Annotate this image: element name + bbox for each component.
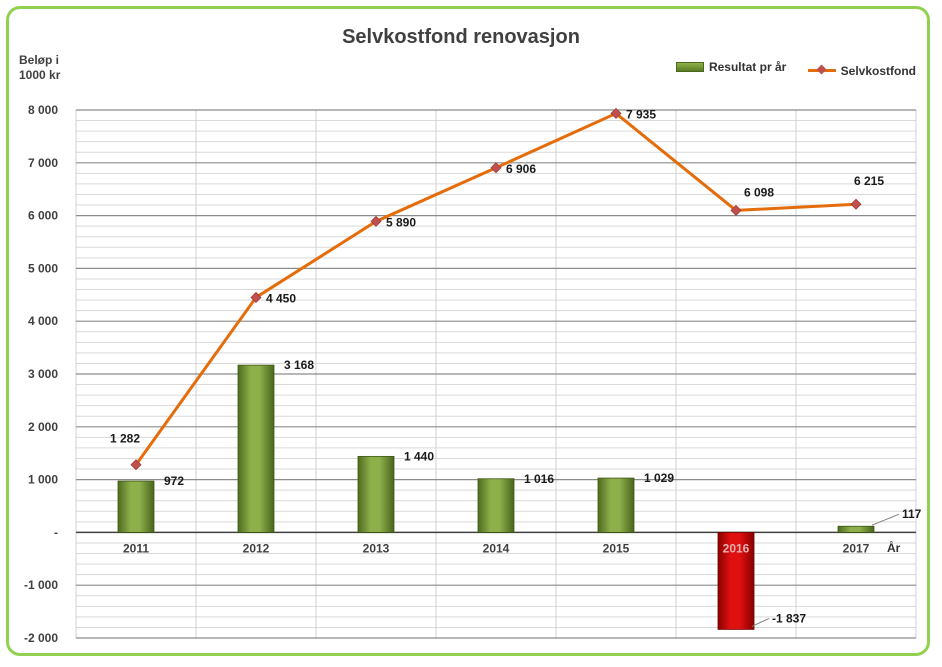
legend: Resultat pr år Selvkostfond bbox=[658, 60, 916, 78]
legend-bar-swatch bbox=[675, 62, 704, 72]
x-tick-label: 2014 bbox=[483, 541, 510, 555]
x-tick-label: 2013 bbox=[363, 541, 390, 555]
bar bbox=[717, 532, 755, 630]
legend-item-line: Selvkostfond bbox=[807, 63, 916, 78]
bar-data-label: 972 bbox=[164, 474, 184, 488]
line-point bbox=[490, 162, 502, 174]
y-tick-label: 6 000 bbox=[28, 209, 58, 223]
y-tick-label: - bbox=[54, 525, 58, 539]
line-data-label: 1 282 bbox=[110, 432, 140, 446]
x-axis-label: År bbox=[887, 541, 901, 555]
bar-data-label: 3 168 bbox=[284, 358, 314, 372]
line-point bbox=[250, 291, 262, 303]
y-tick-label: 2 000 bbox=[28, 420, 58, 434]
label-leader-line bbox=[871, 513, 900, 526]
y-tick-label: 8 000 bbox=[28, 103, 58, 117]
y-axis-label: Beløp i 1000 kr bbox=[19, 53, 61, 82]
bar-data-label: -1 837 bbox=[772, 611, 806, 625]
y-tick-label: 3 000 bbox=[28, 367, 58, 381]
x-tick-label: 2011 bbox=[123, 541, 149, 555]
bar-data-label: 1 016 bbox=[524, 472, 554, 486]
line-data-label: 4 450 bbox=[266, 291, 296, 305]
x-tick-label: 2012 bbox=[243, 541, 270, 555]
bar-data-label: 1 029 bbox=[644, 471, 674, 485]
bar bbox=[237, 364, 275, 533]
bar-data-label: 117 bbox=[902, 507, 922, 521]
y-tick-label: 4 000 bbox=[28, 314, 58, 328]
bar-data-label: 1 440 bbox=[404, 449, 434, 463]
line-point bbox=[850, 198, 862, 210]
line-point bbox=[130, 459, 142, 471]
line-point bbox=[610, 107, 622, 119]
bar bbox=[597, 477, 635, 533]
legend-item-bar: Resultat pr år bbox=[675, 60, 787, 74]
line-data-label: 6 098 bbox=[744, 185, 774, 199]
line-data-label: 7 935 bbox=[626, 107, 656, 121]
line-data-label: 6 215 bbox=[854, 174, 884, 188]
legend-line-label: Selvkostfond bbox=[840, 63, 916, 78]
x-tick-label: 2015 bbox=[603, 541, 630, 555]
line-data-label: 5 890 bbox=[386, 215, 416, 229]
chart-frame bbox=[6, 6, 930, 656]
legend-line-swatch bbox=[807, 64, 836, 75]
y-tick-label: 7 000 bbox=[28, 156, 58, 170]
y-tick-label: 5 000 bbox=[28, 261, 58, 275]
bar bbox=[357, 455, 395, 533]
chart-title: Selvkostfond renovasjon bbox=[342, 26, 580, 48]
y-tick-label: -1 000 bbox=[24, 578, 58, 592]
line-point bbox=[730, 204, 742, 216]
bar bbox=[477, 478, 515, 533]
x-tick-label: 2017 bbox=[843, 541, 870, 555]
label-leader-line bbox=[751, 617, 770, 627]
line-point bbox=[370, 215, 382, 227]
x-tick-label: 2016 bbox=[723, 541, 750, 555]
y-tick-label: -2 000 bbox=[24, 631, 58, 645]
bar bbox=[837, 525, 875, 533]
y-tick-label: 1 000 bbox=[28, 473, 58, 487]
legend-bar-label: Resultat pr år bbox=[708, 60, 787, 74]
line-data-label: 6 906 bbox=[506, 162, 536, 176]
bar bbox=[117, 480, 155, 533]
